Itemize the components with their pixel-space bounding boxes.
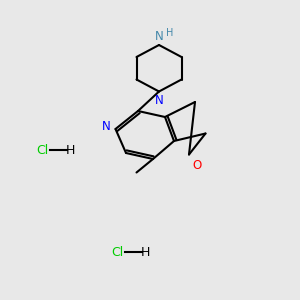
Text: O: O [193, 159, 202, 172]
Text: H: H [166, 28, 173, 38]
Text: Cl: Cl [36, 143, 48, 157]
Text: N: N [154, 94, 164, 107]
Text: Cl: Cl [111, 245, 123, 259]
Text: N: N [102, 119, 111, 133]
Text: N: N [154, 30, 164, 43]
Text: H: H [66, 143, 75, 157]
Text: H: H [141, 245, 150, 259]
